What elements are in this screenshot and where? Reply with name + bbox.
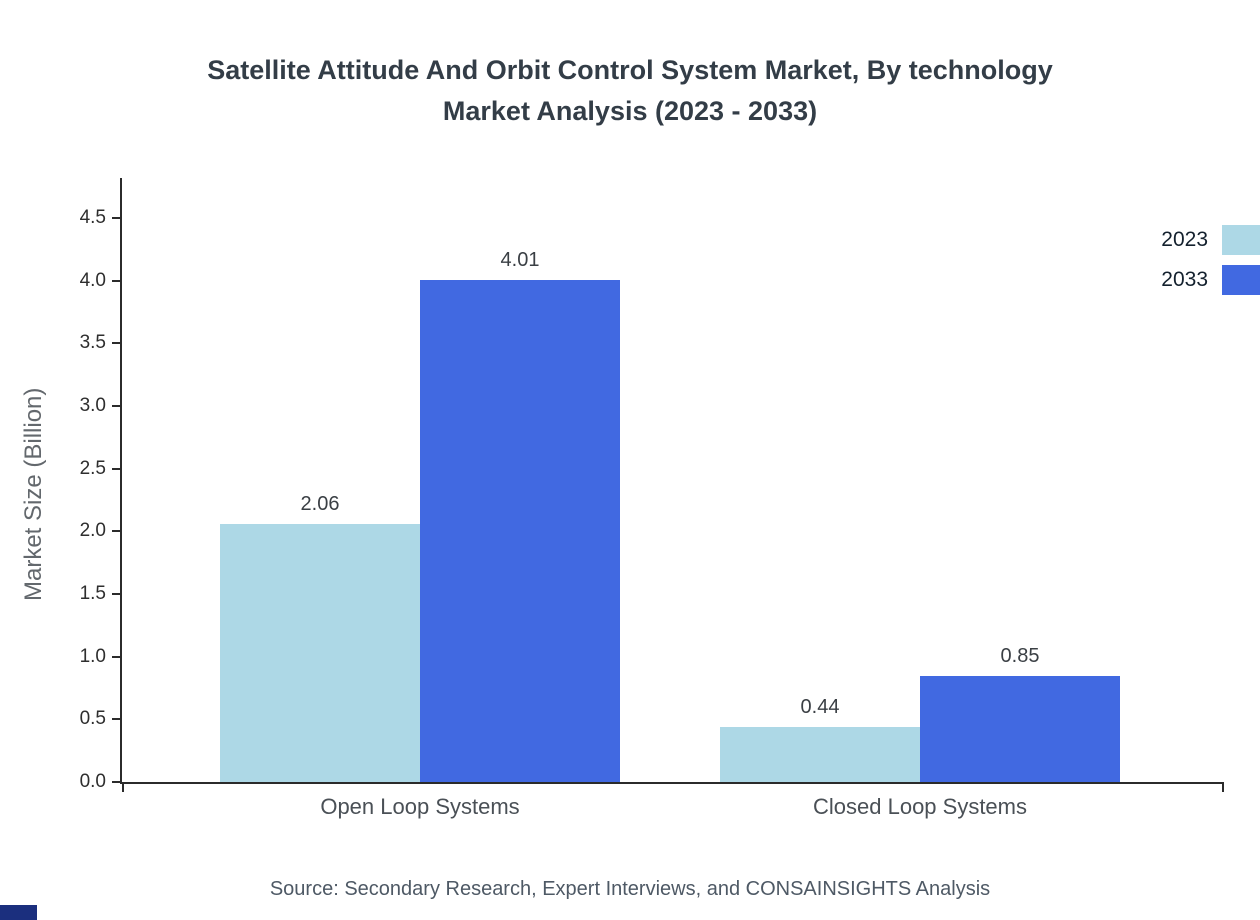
y-axis-label: Market Size (Billion) [20, 387, 47, 601]
legend-label-2033: 2033 [1161, 268, 1208, 291]
y-axis-tick-label: 1.0 [79, 645, 106, 667]
x-axis-category-label: Closed Loop Systems [813, 794, 1027, 819]
bar-value-label: 0.44 [800, 695, 840, 718]
x-axis-tick-right [1222, 784, 1224, 792]
y-axis-tick-label: 3.5 [79, 332, 106, 354]
legend-swatch-2023 [1222, 225, 1260, 255]
y-axis-tick [112, 655, 120, 658]
x-axis-tick-left [122, 784, 124, 792]
y-axis-tick [112, 467, 120, 470]
source-note: Source: Secondary Research, Expert Inter… [269, 878, 991, 900]
chart-title-line1: Satellite Attitude And Orbit Control Sys… [207, 55, 1053, 85]
chart-title: Satellite Attitude And Orbit Control Sys… [0, 50, 1260, 132]
y-axis-tick-label: 0.5 [79, 708, 106, 730]
bar-2023-closed-loop-systems [720, 726, 920, 782]
y-axis-tick [112, 530, 120, 533]
chart-title-line2: Market Analysis (2023 - 2033) [442, 96, 818, 126]
legend-item-2023: 2023 [1161, 220, 1260, 260]
bar-value-label: 4.01 [500, 248, 540, 271]
plot-area: 0.0 0.5 1.0 1.5 2.0 2.5 3.0 3.5 4.0 4.5 2.06 4.01 Op… [80, 178, 1224, 819]
y-axis-tick-label: 4.5 [79, 207, 106, 229]
legend-item-2033: 2033 [1161, 260, 1260, 300]
y-axis-tick [112, 781, 120, 783]
y-axis-tick [112, 718, 120, 721]
legend: 2023 2033 [1161, 220, 1260, 300]
y-axis-tick-label: 2.5 [79, 457, 106, 479]
y-axis-tick-label: 3.0 [79, 395, 106, 417]
bar-2033-open-loop-systems [420, 279, 620, 782]
bar-2023-open-loop-systems [220, 523, 420, 782]
legend-swatch-2033 [1222, 265, 1260, 295]
y-axis-tick [112, 405, 120, 408]
legend-label-2023: 2023 [1161, 228, 1208, 251]
x-axis-category-label: Open Loop Systems [320, 794, 520, 819]
y-axis-tick [112, 342, 120, 345]
bar-2033-closed-loop-systems [920, 675, 1120, 782]
y-axis-tick-label: 4.0 [79, 269, 106, 291]
y-axis-tick-label: 0.0 [79, 771, 106, 792]
y-axis-tick-label: 1.5 [79, 583, 106, 605]
y-axis-tick [112, 279, 120, 282]
bar-value-label: 0.85 [1000, 644, 1040, 667]
bar-value-label: 2.06 [300, 492, 340, 515]
logo-fragment [0, 905, 37, 920]
y-axis-tick [112, 593, 120, 596]
y-axis-tick-label: 2.0 [79, 520, 106, 542]
y-axis-tick [112, 217, 120, 220]
